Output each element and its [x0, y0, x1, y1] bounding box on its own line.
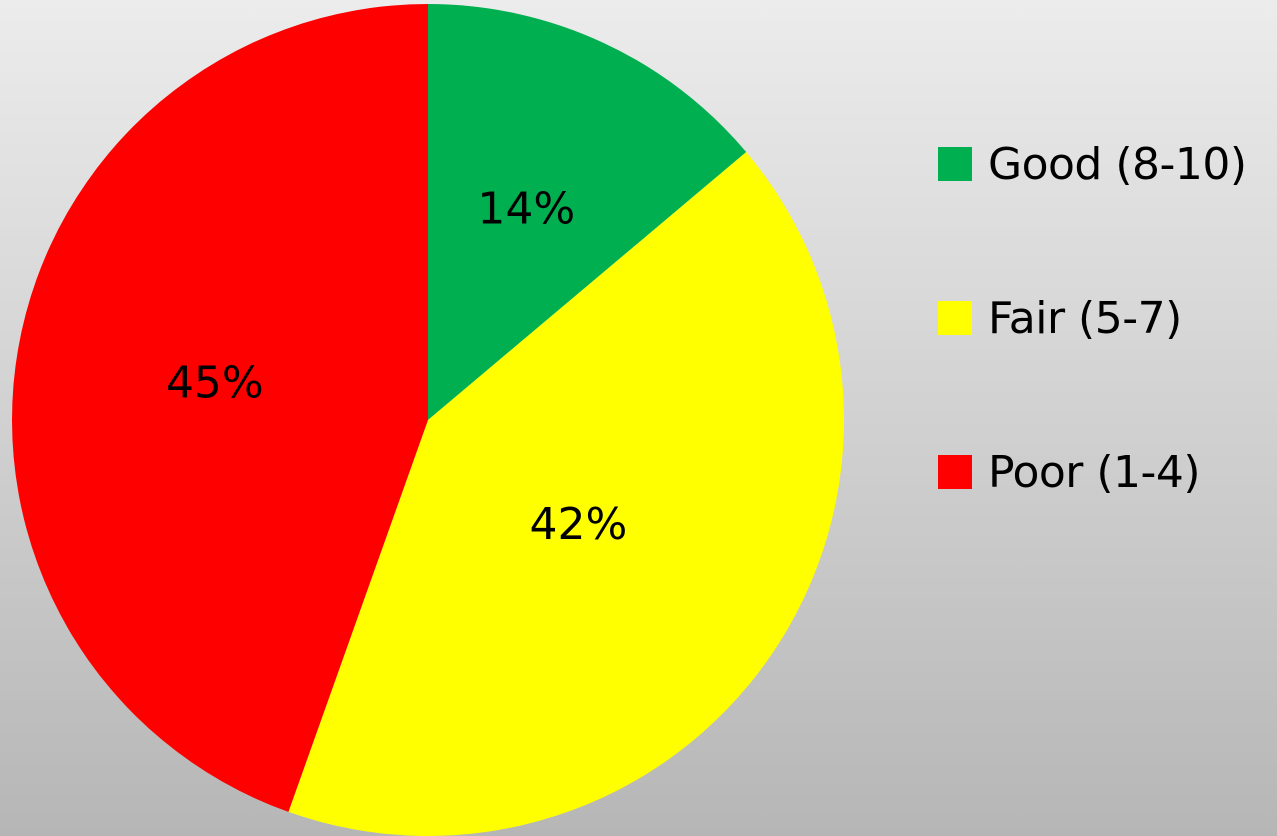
legend-item-poor: Poor (1-4) [938, 440, 1277, 504]
chart-legend: Good (8-10) Fair (5-7) Poor (1-4) [938, 132, 1277, 594]
pie-slice-good [428, 4, 747, 420]
pie-slice-fair [288, 152, 844, 836]
legend-swatch-fair [938, 301, 972, 335]
legend-label-fair: Fair (5-7) [988, 292, 1182, 344]
pie-data-labels: 14% 42% 45% [166, 183, 627, 550]
data-label-good: 14% [477, 183, 575, 234]
data-label-fair: 42% [529, 499, 627, 550]
legend-label-good: Good (8-10) [988, 138, 1247, 190]
legend-label-poor: Poor (1-4) [988, 446, 1201, 498]
legend-item-fair: Fair (5-7) [938, 286, 1277, 350]
legend-swatch-poor [938, 455, 972, 489]
legend-swatch-good [938, 147, 972, 181]
pie-slice-poor [12, 4, 429, 812]
data-label-poor: 45% [166, 358, 264, 409]
pie-slices [12, 4, 844, 836]
legend-item-good: Good (8-10) [938, 132, 1277, 196]
